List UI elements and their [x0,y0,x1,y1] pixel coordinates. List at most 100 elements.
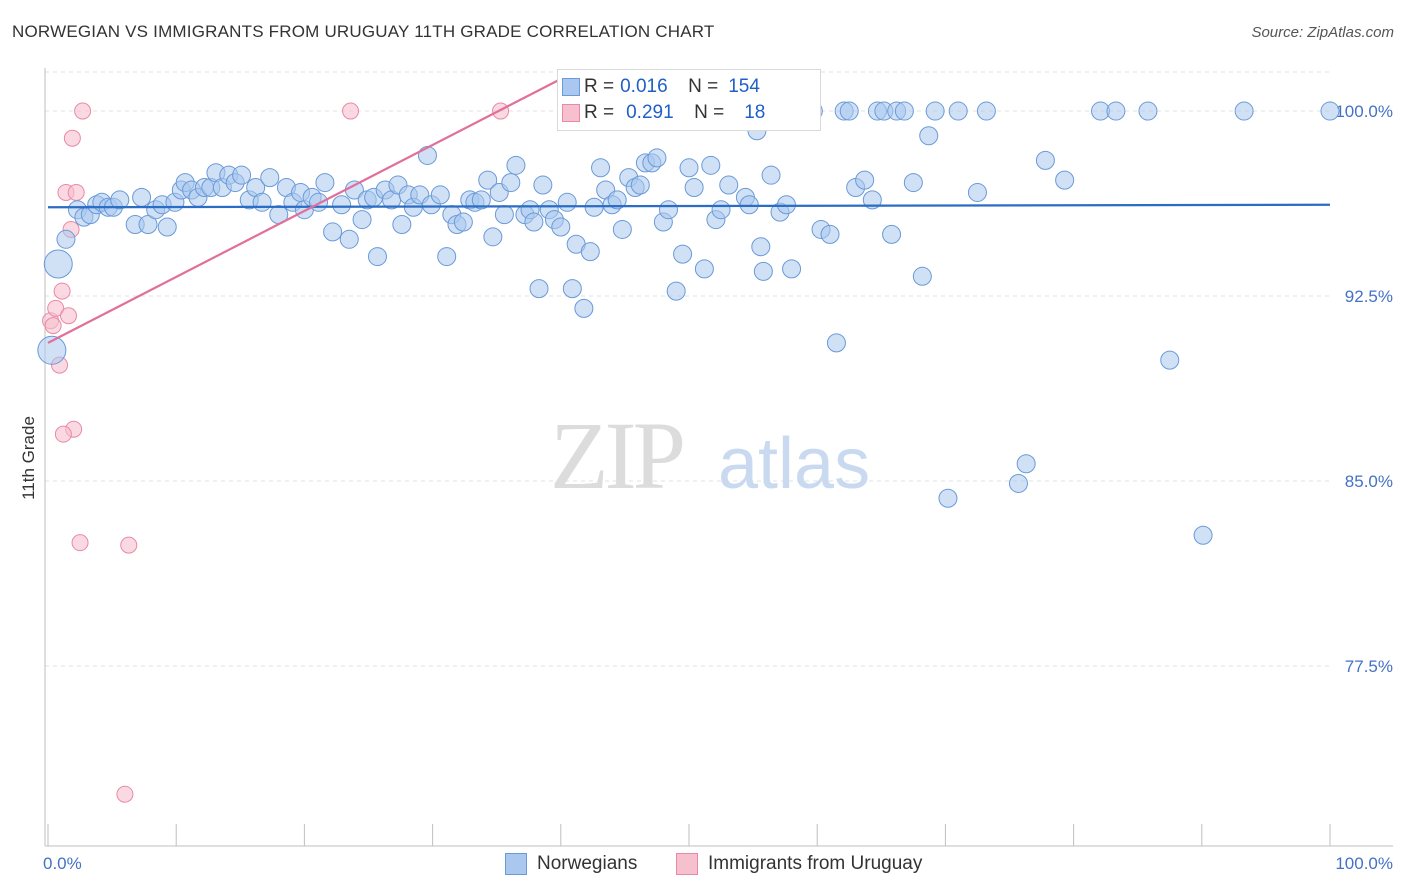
norwegian-point [739,195,759,215]
norwegian-point [524,212,544,232]
norwegian-point [37,335,67,365]
norwegian-point [1160,350,1180,370]
trend-lines [47,78,1331,344]
norwegian-point [948,101,968,121]
norwegian-point [839,101,859,121]
norwegian-point [437,247,457,267]
norwegian-point [684,178,704,198]
norwegian-point [260,168,280,188]
norwegian-point [478,170,498,190]
norwegian-point [1320,101,1340,121]
bottom-legend-swatch-pink [676,853,698,875]
norwegian-point [882,224,902,244]
norwegian-point [711,200,731,220]
norwegian-point [138,215,158,235]
y-tick-labels: 77.5% 85.0% 92.5% 100.0% [1335,102,1393,676]
norwegian-point [919,126,939,146]
y-tick-label: 77.5% [1345,657,1393,676]
norwegian-point [967,182,987,202]
norwegian-point [607,190,627,210]
y-tick-label: 100.0% [1335,102,1393,121]
axes [44,68,1393,847]
norwegian-point [332,195,352,215]
stats-legend: R = 0.016 N = 154 R = 0.291 N = 18 [557,69,821,131]
norwegian-point [630,175,650,195]
norwegian-point [157,217,177,237]
norwegian-point [501,173,521,193]
watermark-atlas: atlas [718,424,870,504]
norwegian-point [557,192,577,212]
norwegian-point [417,145,437,165]
norwegian-point [694,259,714,279]
norwegian-point [1234,101,1254,121]
norwegian-point [826,333,846,353]
uruguay-point [74,102,92,120]
norwegian-point [533,175,553,195]
legend-row-uruguay: R = 0.291 N = 18 [562,101,766,125]
legend-n-value: 154 [728,76,760,97]
norwegian-point [453,212,473,232]
uruguay-point [67,183,85,201]
norwegian-point [894,101,914,121]
norwegian-point [673,244,693,264]
legend-n-label: N = [694,102,725,123]
uruguay-point [342,102,360,120]
norwegian-point [315,173,335,193]
norwegian-points [37,101,1340,545]
watermark: ZIP atlas [550,402,870,509]
norwegian-point [658,200,678,220]
norwegian-point [701,155,721,175]
norwegian-point [1008,473,1028,493]
legend-swatch-pink [562,104,580,122]
norwegian-point [506,155,526,175]
uruguay-point [71,534,89,552]
norwegian-point [430,185,450,205]
uruguay-trend-line [47,78,562,344]
norwegian-point [43,249,73,279]
norwegian-point [551,217,571,237]
norwegian-point [580,242,600,262]
uruguay-point [53,282,71,300]
uruguay-point [63,129,81,147]
bottom-legend-norwegians: Norwegians [505,852,637,876]
bottom-legend-swatch-blue [505,853,527,875]
norwegian-point [309,192,329,212]
norwegian-point [471,190,491,210]
legend-n-value: 18 [744,102,766,123]
norwegian-trend-line [47,203,1331,209]
uruguay-point [54,425,72,443]
norwegian-point [862,190,882,210]
uruguay-point [116,785,134,803]
norwegian-point [494,205,514,225]
norwegian-point [753,261,773,281]
norwegian-point [352,210,372,230]
norwegian-point [925,101,945,121]
norwegian-point [574,298,594,318]
legend-row-norwegians: R = 0.016 N = 154 [562,75,760,99]
uruguay-point [44,317,62,335]
legend-n-label: N = [688,76,719,97]
norwegian-point [782,259,802,279]
legend-swatch-blue [562,78,580,96]
norwegian-point [1016,454,1036,474]
norwegian-point [647,148,667,168]
norwegian-point [483,227,503,247]
norwegian-point [903,173,923,193]
norwegian-point [1106,101,1126,121]
norwegian-point [56,229,76,249]
norwegian-point [323,222,343,242]
bottom-legend-label: Norwegians [537,853,638,874]
legend-r-value: 0.016 [620,76,668,97]
chart-title: NORWEGIAN VS IMMIGRANTS FROM URUGUAY 11T… [12,22,715,41]
uruguay-points [42,102,510,803]
legend-r-value: 0.291 [626,102,674,123]
norwegian-point [562,279,582,299]
norwegian-point [110,190,130,210]
legend-r-label: R = [584,102,615,123]
norwegian-point [367,247,387,267]
bottom-legend-uruguay: Immigrants from Uruguay [676,852,922,876]
x-tick-labels: 0.0% 100.0% [43,854,1393,873]
norwegian-point [912,266,932,286]
norwegian-point [666,281,686,301]
